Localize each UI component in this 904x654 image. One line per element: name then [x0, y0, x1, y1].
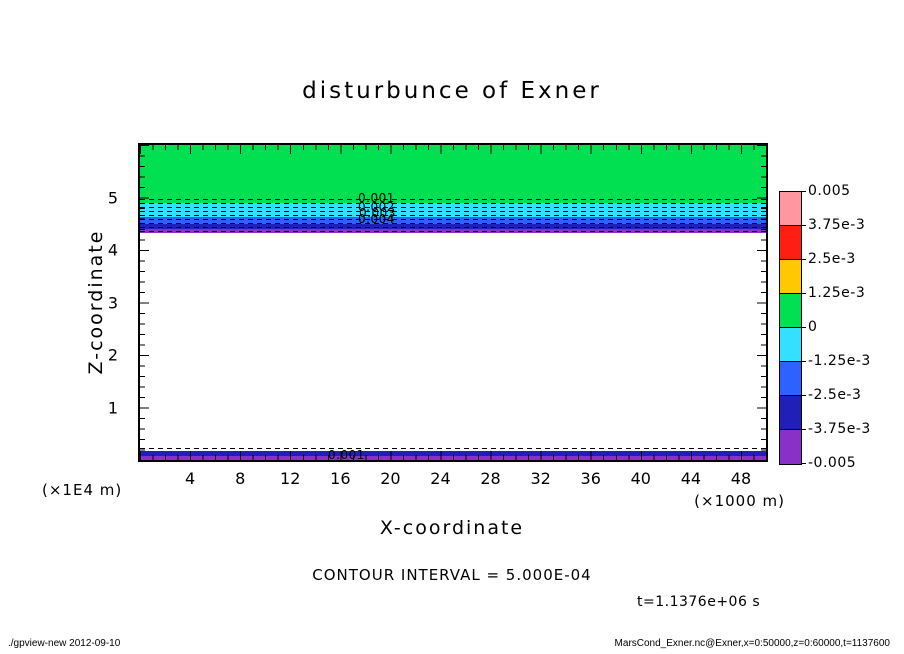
contour-line — [140, 199, 766, 200]
y-tick-label: 4 — [107, 240, 118, 260]
footer-file-text: MarsCond_Exner.nc@Exner,x=0:50000,z=0:60… — [614, 638, 890, 649]
contour-label-bottom: 0.001 — [328, 448, 365, 462]
colorbar-tick — [801, 361, 806, 362]
x-tick-label: 48 — [730, 469, 752, 488]
colorbar-label: 0 — [808, 319, 818, 335]
contour-line — [140, 223, 766, 224]
contour-line — [140, 448, 766, 449]
contour-line — [140, 227, 766, 228]
contour-label: 0.002 — [358, 200, 395, 214]
colorbar-segment — [780, 430, 801, 464]
y-tick-label: 2 — [107, 345, 118, 365]
colorbar-label: -0.005 — [808, 455, 857, 471]
contour-label: 0.001 — [358, 191, 395, 205]
x-tick-label: 20 — [380, 469, 401, 488]
colorbar-label: -1.25e-3 — [808, 353, 871, 369]
x-tick-label: 32 — [530, 469, 551, 488]
colorbar-label: 0.005 — [808, 183, 851, 199]
plot-area: 0.001 0.001 0.002 0.003 0.004 — [138, 143, 768, 462]
colorbar-tick — [801, 293, 806, 294]
footer-command-text: ./gpview-new 2012-09-10 — [8, 638, 121, 649]
plot-title: disturbunce of Exner — [302, 78, 602, 104]
colorbar-tick — [801, 429, 806, 430]
contour-line — [140, 215, 766, 216]
x-tick-label: 24 — [430, 469, 451, 488]
x-tick-label: 16 — [330, 469, 351, 488]
colorbar-tick — [801, 225, 806, 226]
x-tick-label: 4 — [184, 469, 196, 488]
shade-band-navy — [140, 224, 766, 229]
x-tick-label: 40 — [630, 469, 651, 488]
colorbar-tick — [801, 191, 806, 192]
shade-band-green — [140, 145, 766, 203]
x-tick-label: 12 — [280, 469, 301, 488]
colorbar-segment — [780, 294, 801, 328]
y-tick-label: 5 — [107, 188, 118, 207]
colorbar-label: 2.5e-3 — [808, 251, 856, 267]
contour-line — [140, 207, 766, 208]
contour-label: 0.003 — [359, 206, 396, 220]
colorbar-tick — [801, 327, 806, 328]
contour-line — [140, 203, 766, 204]
x-tick-label: 44 — [680, 469, 702, 488]
colorbar-label: 1.25e-3 — [808, 285, 866, 301]
contour-interval-text: CONTOUR INTERVAL = 5.000E-04 — [312, 566, 592, 584]
x-axis-unit-label: (×1000 m) — [694, 492, 785, 510]
colorbar-label: -2.5e-3 — [808, 387, 862, 403]
contour-line — [140, 219, 766, 220]
colorbar-segment — [780, 260, 801, 294]
y-axis-unit-label: (×1E4 m) — [42, 481, 123, 499]
contour-line — [140, 211, 766, 212]
colorbar-tick — [801, 395, 806, 396]
y-tick-label: 1 — [107, 398, 118, 417]
colorbar-label: -3.75e-3 — [808, 421, 871, 437]
contour-line — [140, 231, 766, 232]
colorbar-segment — [780, 328, 801, 362]
x-tick-label: 8 — [235, 469, 246, 488]
colorbar-segment — [780, 362, 801, 396]
colorbar-tick — [801, 259, 806, 260]
colorbar-tick — [801, 463, 806, 464]
colorbar-segment — [780, 226, 801, 260]
colorbar-segment — [780, 192, 801, 226]
x-tick-label: 36 — [580, 469, 601, 488]
colorbar-label: 3.75e-3 — [808, 217, 866, 233]
colorbar-segment — [780, 396, 801, 430]
y-tick-label: 3 — [107, 293, 118, 312]
x-tick-label: 28 — [480, 469, 501, 488]
colorbar — [779, 191, 802, 465]
shade-band-blue — [140, 217, 766, 224]
contour-label: 0.004 — [358, 212, 395, 226]
shade-band-bottom-purple — [140, 456, 766, 460]
time-label: t=1.1376e+06 s — [637, 594, 761, 610]
x-axis-title: X-coordinate — [379, 517, 525, 539]
shade-band-cyan — [140, 203, 766, 217]
